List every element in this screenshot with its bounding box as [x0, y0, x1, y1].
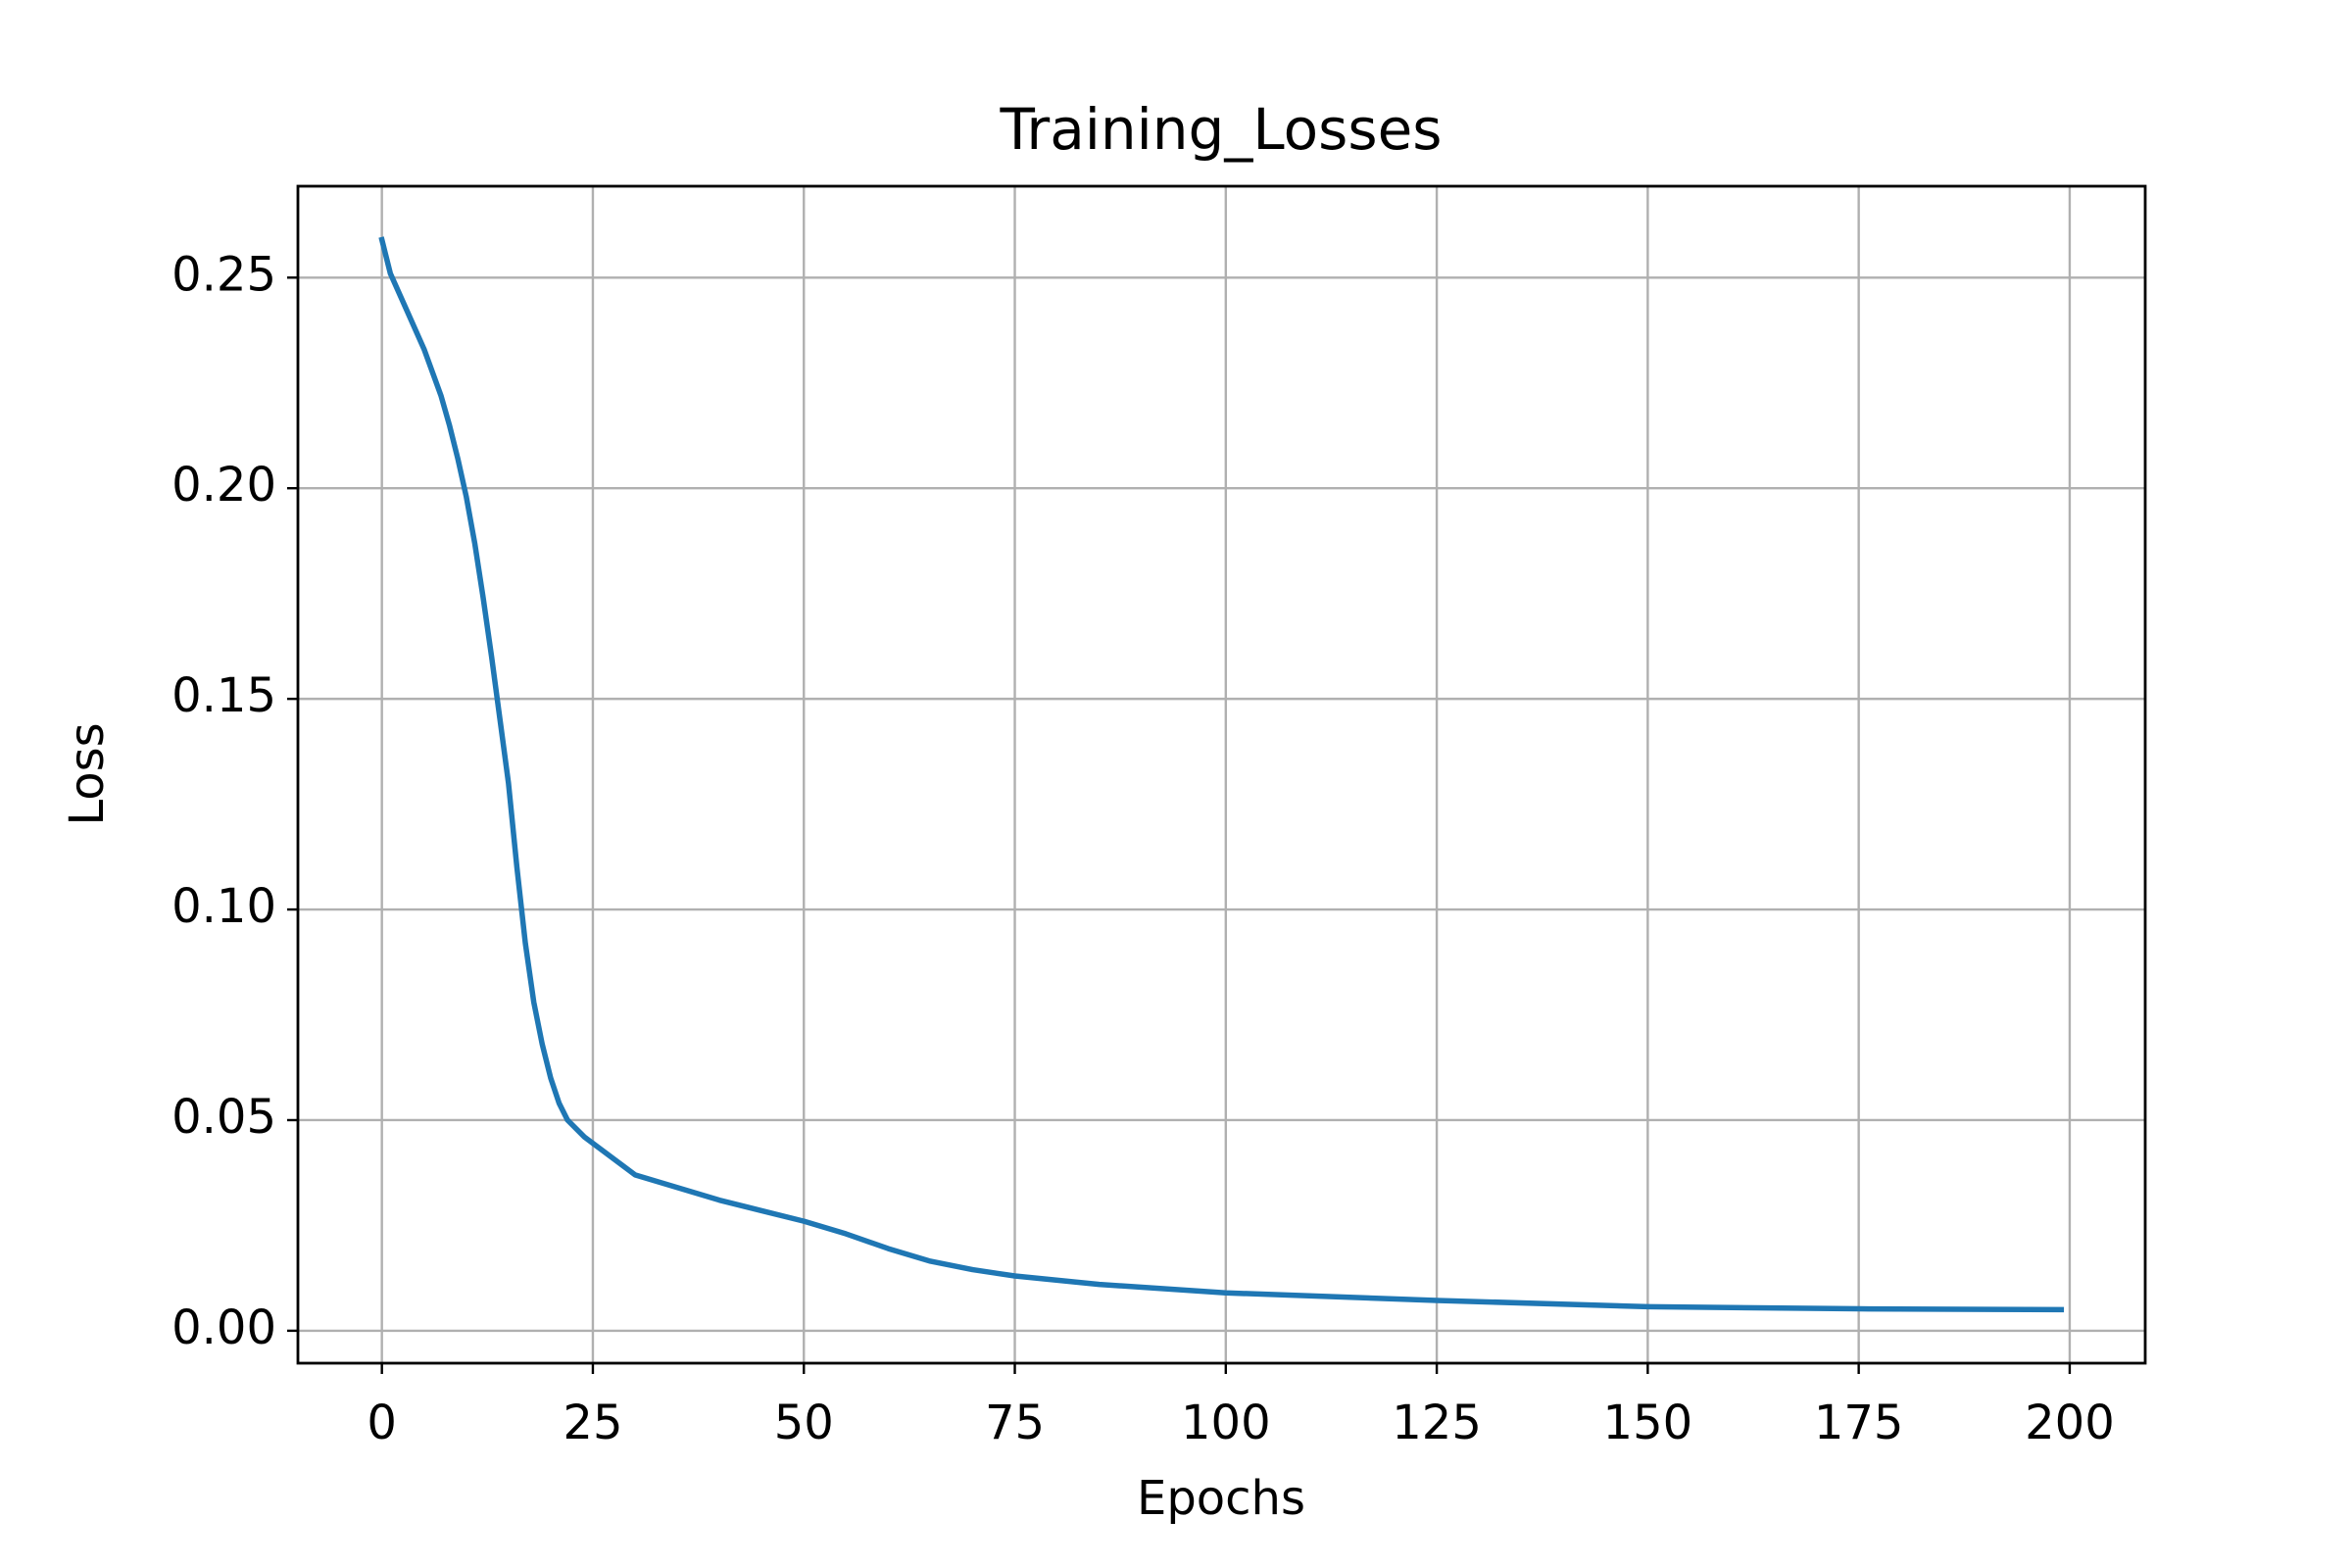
x-tick-label: 25: [563, 1396, 622, 1450]
y-tick-label: 0.00: [172, 1300, 276, 1355]
x-tick-label: 150: [1603, 1396, 1693, 1450]
y-tick-label: 0.25: [172, 247, 276, 302]
y-tick-label: 0.10: [172, 879, 276, 934]
x-tick-label: 175: [1814, 1396, 1904, 1450]
x-tick-label: 75: [985, 1396, 1045, 1450]
y-tick-label: 0.05: [172, 1090, 276, 1145]
chart-title: Training_Losses: [1000, 96, 1443, 163]
x-axis-label: Epochs: [1137, 1471, 1305, 1526]
x-tick-label: 50: [774, 1396, 834, 1450]
y-tick-label: 0.20: [172, 458, 276, 513]
plot-frame: [296, 184, 2147, 1365]
x-tick-label: 125: [1392, 1396, 1482, 1450]
x-tick-label: 200: [2025, 1396, 2115, 1450]
x-tick-label: 100: [1181, 1396, 1271, 1450]
y-tick-label: 0.15: [172, 668, 276, 723]
x-tick-label: 0: [367, 1396, 397, 1450]
y-axis-label: Loss: [60, 722, 115, 825]
line: [378, 236, 2065, 1313]
